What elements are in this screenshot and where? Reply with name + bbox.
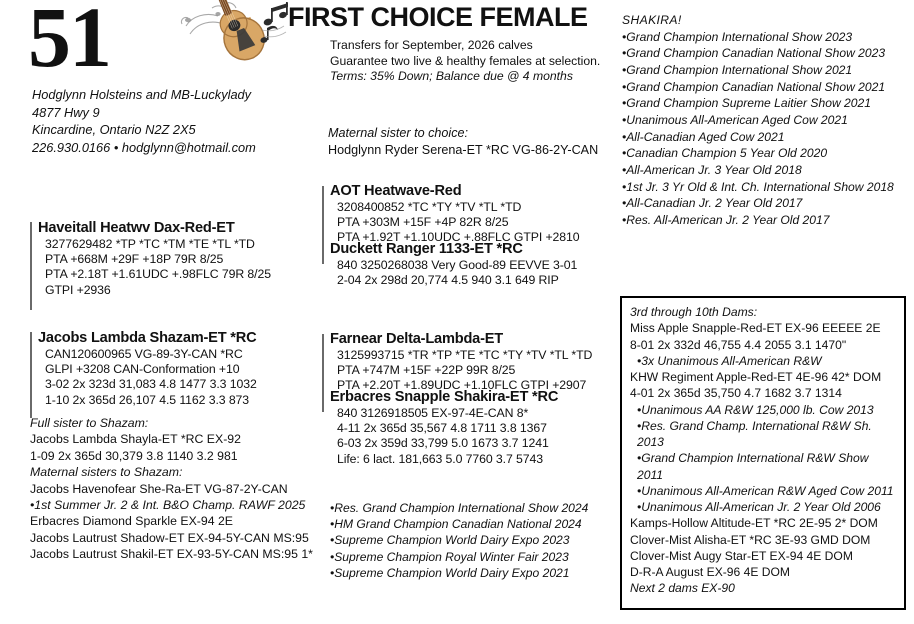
middle-column-awards: •Res. Grand Champion International Show … — [330, 500, 620, 581]
note-line: Jacobs Havenofear She-Ra-ET VG-87-2Y-CAN — [30, 481, 288, 496]
maternal-sister-label: Maternal sister to choice: — [328, 126, 468, 140]
dam-line: •Res. Grand Champ. International R&W Sh.… — [637, 418, 872, 449]
pedigree-duckett-ranger-1133: Duckett Ranger 1133-ET *RC 840 325026803… — [330, 240, 620, 288]
award-line: •Supreme Champion World Dairy Expo 2021 — [330, 565, 570, 580]
award-line: •Canadian Champion 5 Year Old 2020 — [622, 146, 828, 161]
pedigree-detail: 3208400852 *TC *TY *TV *TL *TD — [337, 200, 522, 214]
seller-contact: 226.930.0166 • hodglynn@hotmail.com — [32, 139, 256, 155]
dam-line: Kamps-Hollow Altitude-ET *RC 2E-95 2* DO… — [630, 516, 878, 531]
terms-line-3: Terms: 35% Down; Balance due @ 4 months — [330, 69, 573, 83]
dam-line: •Unanimous All-American Jr. 2 Year Old 2… — [637, 500, 881, 514]
pedigree-detail: CAN120600965 VG-89-3Y-CAN *RC — [45, 347, 243, 361]
note-line: Jacobs Lautrust Shakil-ET EX-93-5Y-CAN M… — [30, 547, 313, 562]
lot-number: 51 — [28, 0, 112, 85]
pedigree-name: Farnear Delta-Lambda-ET — [330, 331, 503, 347]
pedigree-bracket-mid-1 — [322, 186, 324, 264]
shakira-header: SHAKIRA! — [622, 13, 682, 27]
note-line: Erbacres Diamond Sparkle EX-94 2E — [30, 514, 233, 529]
award-line: •HM Grand Champion Canadian National 202… — [330, 517, 582, 532]
award-line: •Grand Champion Canadian National Show 2… — [622, 46, 886, 61]
note-line: 1-09 2x 365d 30,379 3.8 1140 3.2 981 — [30, 448, 238, 463]
pedigree-detail: PTA +1.92T +1.10UDC +.88FLC GTPI +2810 — [337, 230, 580, 245]
note-line: Jacobs Lautrust Shadow-ET EX-94-5Y-CAN M… — [30, 530, 309, 545]
award-line: •Grand Champion Canadian National Show 2… — [622, 79, 886, 94]
award-line: •1st Jr. 3 Yr Old & Int. Ch. Internation… — [622, 179, 894, 194]
seller-address-1: 4877 Hwy 9 — [32, 104, 100, 120]
award-line: •All-Canadian Jr. 2 Year Old 2017 — [622, 196, 803, 211]
pedigree-detail: 4-11 2x 365d 35,567 4.8 1711 3.8 1367 — [337, 421, 547, 436]
dam-line: •Grand Champion International R&W Show 2… — [637, 451, 869, 482]
note-line: Jacobs Lambda Shayla-ET *RC EX-92 — [30, 432, 241, 447]
pedigree-detail: PTA +747M +15F +22P 99R 8/25 — [337, 363, 516, 378]
dam-line: Next 2 dams EX-90 — [630, 581, 735, 596]
pedigree-detail: 3125993715 *TR *TP *TE *TC *TY *TV *TL *… — [337, 348, 593, 362]
award-line: •Supreme Champion Royal Winter Fair 2023 — [330, 549, 569, 564]
page-title: FIRST CHOICE FEMALE — [288, 2, 588, 32]
shakira-awards-list: SHAKIRA! •Grand Champion International S… — [622, 12, 912, 229]
pedigree-name: Erbacres Snapple Shakira-ET *RC — [330, 389, 559, 405]
pedigree-detail: GTPI +2936 — [45, 282, 111, 297]
pedigree-detail: PTA +303M +15F +4P 82R 8/25 — [337, 215, 509, 230]
pedigree-detail: Life: 6 lact. 181,663 5.0 7760 3.7 5743 — [337, 451, 544, 466]
terms-line-1: Transfers for September, 2026 calves — [330, 38, 533, 52]
dams-box: 3rd through 10th Dams: Miss Apple Snappl… — [620, 296, 906, 610]
pedigree-detail: 3277629482 *TP *TC *TM *TE *TL *TD — [45, 237, 255, 251]
award-line: •All-Canadian Aged Cow 2021 — [622, 129, 785, 144]
pedigree-bracket-left-1 — [30, 222, 32, 310]
pedigree-detail: 2-04 2x 298d 20,774 4.5 940 3.1 649 RIP — [337, 273, 559, 288]
dam-line: 4-01 2x 365d 35,750 4.7 1682 3.7 1314 — [630, 386, 842, 401]
pedigree-detail: 840 3126918505 EX-97-4E-CAN 8* — [337, 406, 529, 420]
pedigree-detail: GLPI +3208 CAN-Conformation +10 — [45, 362, 240, 377]
dam-line: •Unanimous All-American R&W Aged Cow 201… — [637, 483, 894, 498]
pedigree-detail: 3-02 2x 323d 31,083 4.8 1477 3.3 1032 — [45, 377, 257, 392]
dam-line: 8-01 2x 332d 46,755 4.4 2055 3.1 1470" — [630, 337, 847, 352]
dam-line: Clover-Mist Alisha-ET *RC 3E-93 GMD DOM — [630, 532, 871, 547]
award-line: •Grand Champion International Show 2023 — [622, 29, 853, 44]
seller-address-2: Kincardine, Ontario N2Z 2X5 — [32, 122, 196, 137]
award-line: •Supreme Champion World Dairy Expo 2023 — [330, 533, 570, 548]
seller-info: Hodglynn Holsteins and MB-Luckylady 4877… — [32, 86, 312, 156]
maternal-sister-name: Hodglynn Ryder Serena-ET *RC VG-86-2Y-CA… — [328, 143, 599, 157]
pedigree-name: Jacobs Lambda Shazam-ET *RC — [38, 330, 257, 346]
dam-line: •3x Unanimous All-American R&W — [637, 353, 822, 368]
pedigree-detail: 6-03 2x 359d 33,799 5.0 1673 3.7 1241 — [337, 436, 549, 451]
pedigree-bracket-mid-2 — [322, 334, 324, 412]
acoustic-guitar-illustration — [178, 0, 306, 66]
pedigree-aot-heatwave-red: AOT Heatwave-Red 3208400852 *TC *TY *TV … — [330, 182, 620, 246]
pedigree-erbacres-snapple-shakira: Erbacres Snapple Shakira-ET *RC 840 3126… — [330, 388, 620, 467]
award-line: •Unanimous All-American Aged Cow 2021 — [622, 112, 848, 127]
pedigree-detail: PTA +2.18T +1.61UDC +.98FLC 79R 8/25 — [45, 267, 271, 282]
dams-box-title: 3rd through 10th Dams: — [630, 305, 758, 319]
dam-line: D-R-A August EX-96 4E DOM — [630, 565, 790, 579]
note-line: Maternal sisters to Shazam: — [30, 465, 183, 480]
award-line: •Res. All-American Jr. 2 Year Old 2017 — [622, 212, 830, 227]
pedigree-name: Haveitall Heatwv Dax-Red-ET — [38, 220, 235, 236]
note-line: •1st Summer Jr. 2 & Int. B&O Champ. RAWF… — [30, 498, 306, 513]
award-line: •All-American Jr. 3 Year Old 2018 — [622, 162, 802, 177]
left-column-notes: Full sister to Shazam: Jacobs Lambda Sha… — [30, 415, 340, 563]
dam-line: Miss Apple Snapple-Red-ET EX-96 EEEEE 2E — [630, 321, 881, 336]
pedigree-detail: 840 3250268038 Very Good-89 EEVVE 3-01 — [337, 258, 578, 272]
award-line: •Res. Grand Champion International Show … — [330, 501, 589, 515]
award-line: •Grand Champion Supreme Laitier Show 202… — [622, 96, 871, 111]
seller-name: Hodglynn Holsteins and MB-Luckylady — [32, 87, 252, 102]
pedigree-name: AOT Heatwave-Red — [330, 183, 462, 199]
pedigree-farnear-delta-lambda: Farnear Delta-Lambda-ET 3125993715 *TR *… — [330, 330, 620, 394]
terms-block: Transfers for September, 2026 calves Gua… — [330, 38, 620, 85]
dam-line: KHW Regiment Apple-Red-ET 4E-96 42* DOM — [630, 370, 882, 384]
award-line: •Grand Champion International Show 2021 — [622, 62, 853, 77]
terms-line-2: Guarantee two live & healthy females at … — [330, 53, 601, 68]
note-line: Full sister to Shazam: — [30, 416, 149, 430]
pedigree-detail: 1-10 2x 365d 26,107 4.5 1162 3.3 873 — [45, 392, 250, 407]
pedigree-detail: PTA +2.20T +1.89UDC +1.10FLC GTPI +2907 — [337, 378, 587, 393]
pedigree-detail: PTA +668M +29F +18P 79R 8/25 — [45, 252, 224, 267]
pedigree-jacobs-lambda-shazam: Jacobs Lambda Shazam-ET *RC CAN120600965… — [38, 329, 338, 408]
dam-line: Clover-Mist Augy Star-ET EX-94 4E DOM — [630, 548, 853, 563]
pedigree-name: Duckett Ranger 1133-ET *RC — [330, 241, 523, 257]
pedigree-haveitall-heatwv-dax: Haveitall Heatwv Dax-Red-ET 3277629482 *… — [38, 219, 328, 298]
maternal-sister-to-choice: Maternal sister to choice: Hodglynn Ryde… — [328, 125, 628, 159]
dam-line: •Unanimous AA R&W 125,000 lb. Cow 2013 — [637, 402, 874, 417]
pedigree-bracket-left-2 — [30, 332, 32, 418]
